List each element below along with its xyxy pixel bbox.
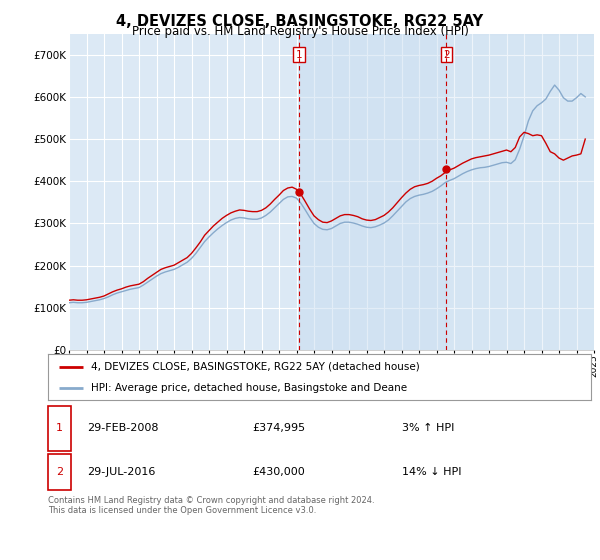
- Text: Contains HM Land Registry data © Crown copyright and database right 2024.
This d: Contains HM Land Registry data © Crown c…: [48, 496, 374, 515]
- Text: 1: 1: [56, 423, 63, 433]
- Text: 29-FEB-2008: 29-FEB-2008: [87, 423, 158, 433]
- Text: Price paid vs. HM Land Registry's House Price Index (HPI): Price paid vs. HM Land Registry's House …: [131, 25, 469, 38]
- Text: 1: 1: [296, 50, 302, 60]
- Text: 3% ↑ HPI: 3% ↑ HPI: [402, 423, 454, 433]
- Bar: [299, 34, 446, 350]
- Text: 29-JUL-2016: 29-JUL-2016: [87, 467, 155, 477]
- Text: 2: 2: [443, 50, 450, 60]
- Text: 4, DEVIZES CLOSE, BASINGSTOKE, RG22 5AY: 4, DEVIZES CLOSE, BASINGSTOKE, RG22 5AY: [116, 14, 484, 29]
- Text: 2: 2: [56, 467, 63, 477]
- Text: HPI: Average price, detached house, Basingstoke and Deane: HPI: Average price, detached house, Basi…: [91, 383, 407, 393]
- Text: 4, DEVIZES CLOSE, BASINGSTOKE, RG22 5AY (detached house): 4, DEVIZES CLOSE, BASINGSTOKE, RG22 5AY …: [91, 362, 420, 372]
- Text: £430,000: £430,000: [252, 467, 305, 477]
- Bar: [446, 34, 594, 350]
- Text: 14% ↓ HPI: 14% ↓ HPI: [402, 467, 461, 477]
- Text: £374,995: £374,995: [252, 423, 305, 433]
